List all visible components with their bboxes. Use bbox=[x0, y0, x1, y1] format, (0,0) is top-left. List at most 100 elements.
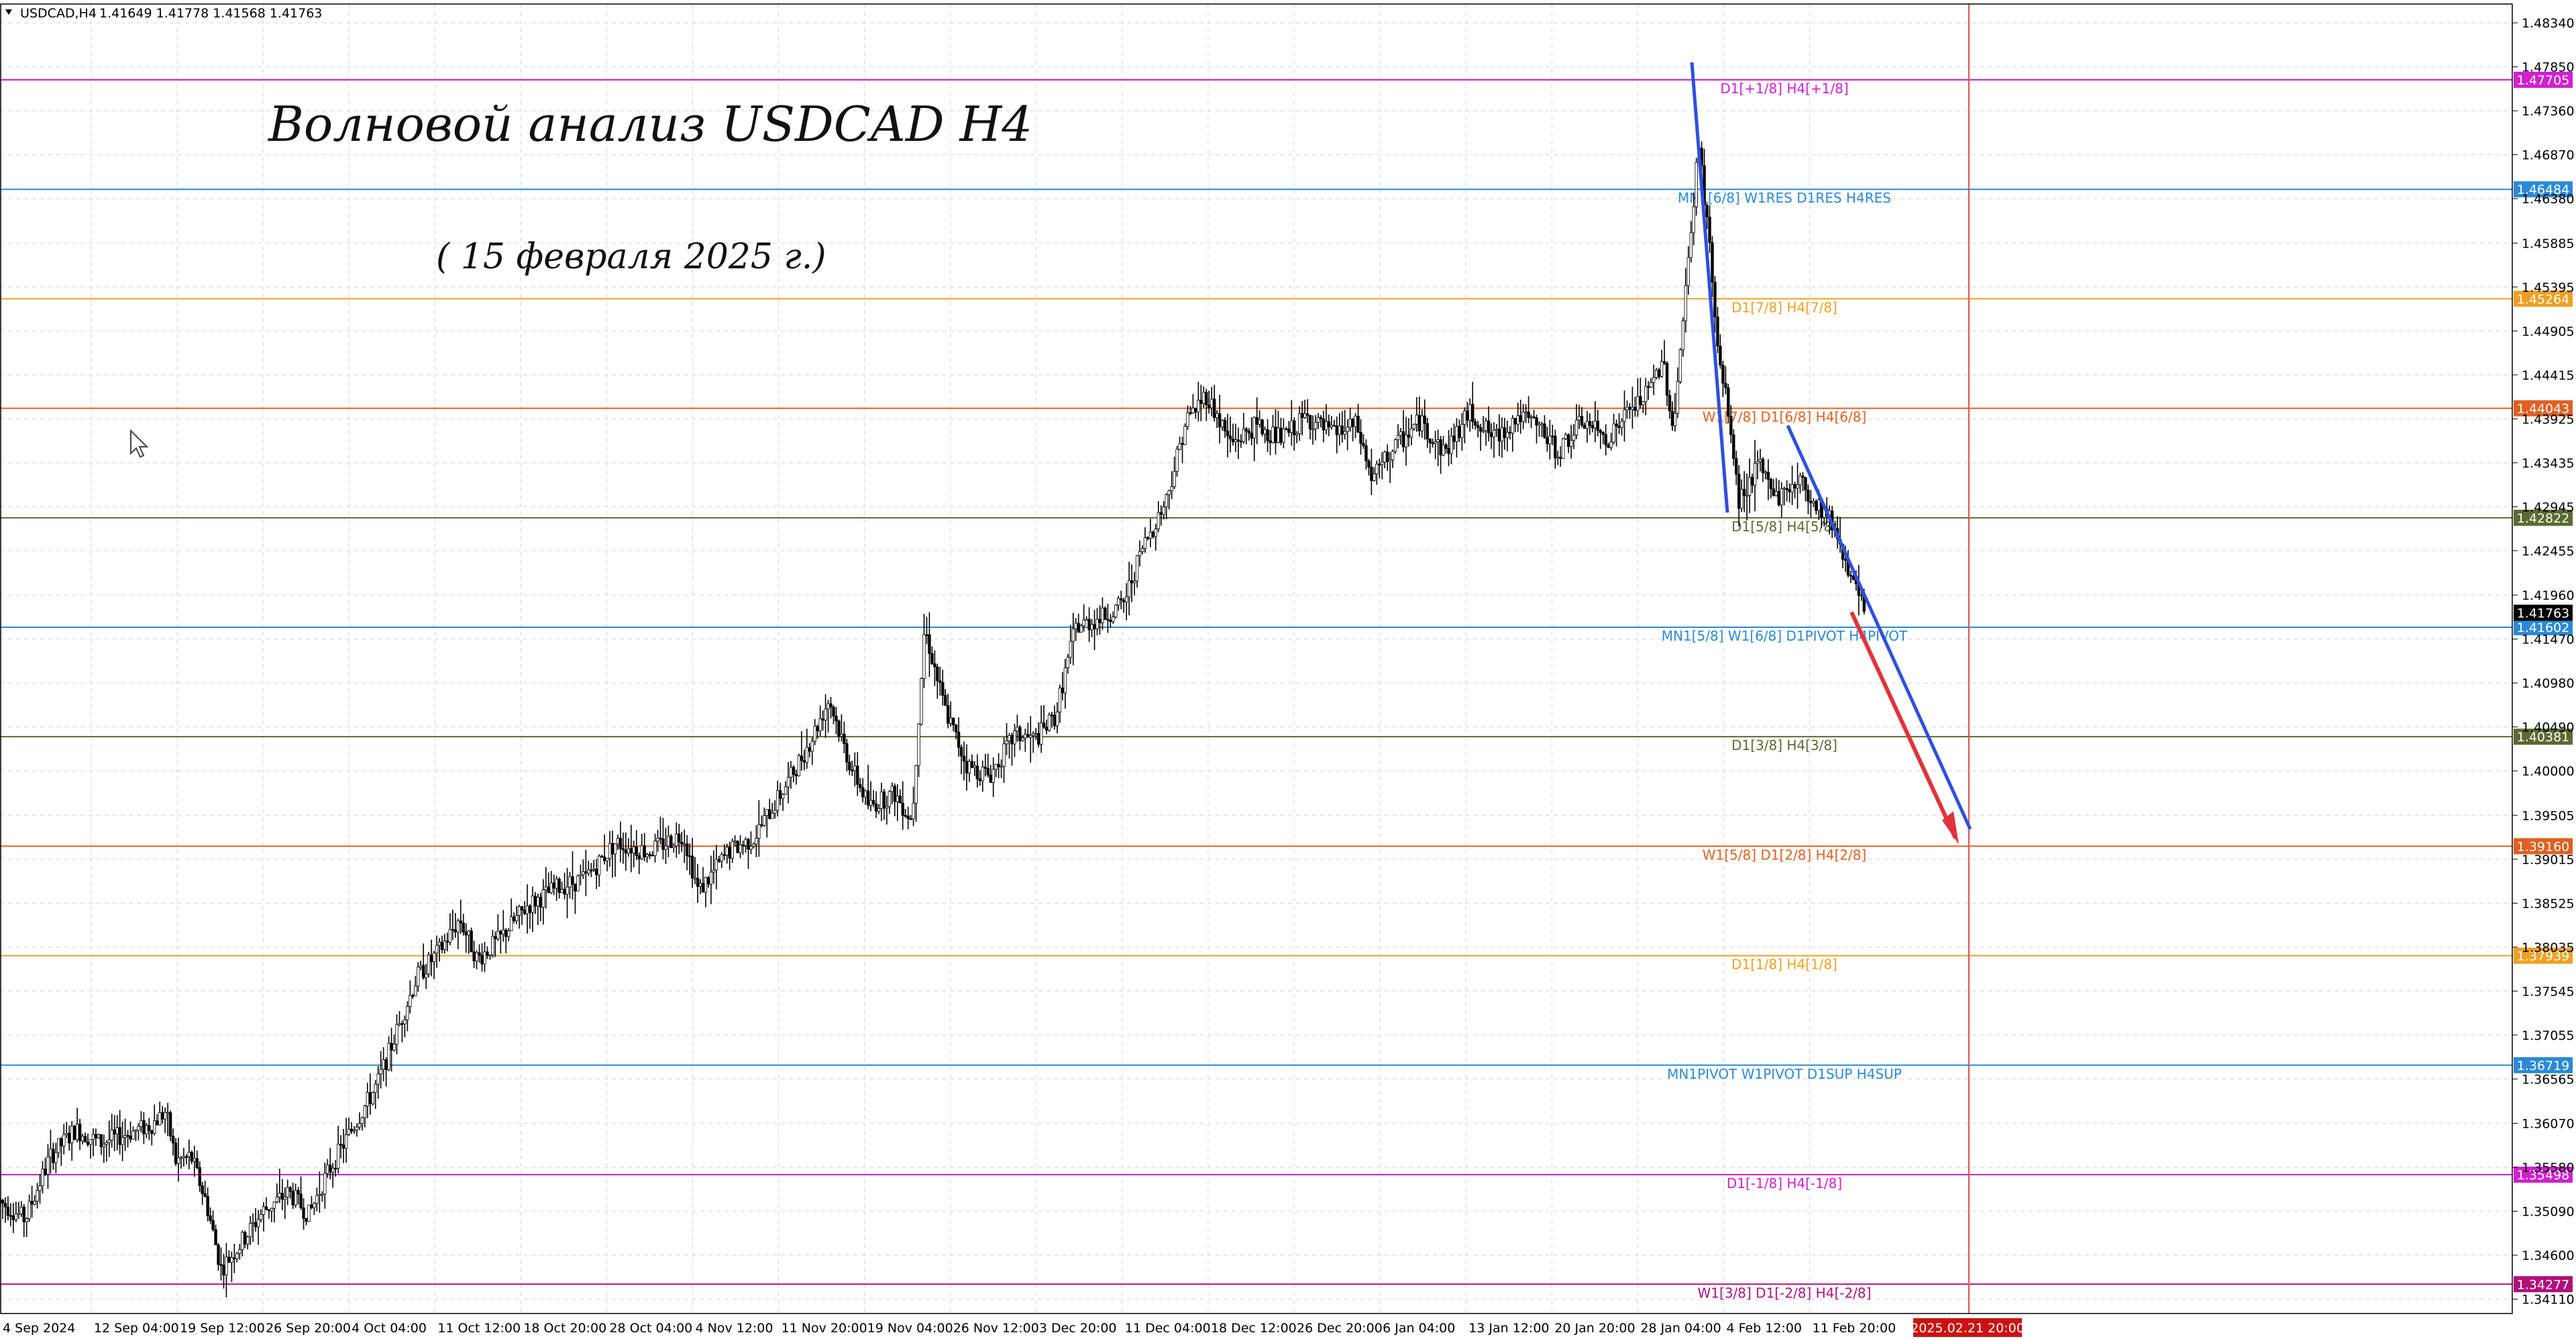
level-price-tag bbox=[2514, 1057, 2573, 1073]
level-price-tag-text: 1.44043 bbox=[2517, 402, 2570, 417]
y-tick-label: 1.46380 bbox=[2522, 192, 2575, 207]
candle-body bbox=[1601, 432, 1605, 435]
forecast-arrow-line bbox=[1849, 611, 1957, 839]
candle-body bbox=[1511, 418, 1514, 433]
candle-body bbox=[1428, 439, 1432, 443]
candle-body bbox=[355, 1126, 359, 1131]
candle-body bbox=[435, 945, 439, 954]
candle-body bbox=[1071, 628, 1075, 642]
candle-body bbox=[1205, 392, 1208, 405]
level-label: W1[5/8] D1[2/8] H4[2/8] bbox=[1703, 847, 1866, 863]
candle-body bbox=[1455, 426, 1458, 442]
candle-body bbox=[1330, 425, 1334, 428]
candle-body bbox=[1215, 413, 1219, 419]
y-tick-label: 1.40490 bbox=[2522, 720, 2575, 735]
candle-body bbox=[1505, 431, 1509, 438]
candle-body bbox=[145, 1125, 148, 1134]
y-tick-label: 1.42945 bbox=[2522, 500, 2575, 515]
candle-body bbox=[1604, 434, 1607, 445]
candle-body bbox=[414, 985, 417, 997]
candle-body bbox=[1018, 727, 1022, 741]
candle-body bbox=[302, 1208, 305, 1219]
y-tick-label: 1.39505 bbox=[2522, 808, 2575, 823]
candle-body bbox=[409, 995, 412, 1007]
candle-body bbox=[411, 995, 415, 997]
candle-body bbox=[160, 1112, 164, 1120]
candle-body bbox=[432, 953, 436, 963]
candle-body bbox=[1769, 479, 1773, 490]
candle-body bbox=[568, 876, 572, 888]
candle-body bbox=[1269, 440, 1272, 443]
candle-body bbox=[1223, 420, 1227, 431]
candle-body bbox=[1628, 407, 1631, 410]
level-price-tag bbox=[2514, 947, 2573, 964]
candle-body bbox=[1665, 363, 1669, 396]
candle-body bbox=[1772, 488, 1776, 496]
candle-body bbox=[651, 855, 654, 857]
candle-body bbox=[1364, 445, 1368, 462]
candle-body bbox=[1735, 458, 1738, 475]
candle-body bbox=[920, 678, 923, 725]
candle-body bbox=[1298, 413, 1301, 434]
candle-body bbox=[752, 843, 755, 847]
candle-body bbox=[1452, 435, 1456, 442]
candle-body bbox=[1609, 441, 1613, 448]
candle-body bbox=[616, 838, 620, 845]
candle-body bbox=[1396, 435, 1400, 440]
candle-body bbox=[291, 1191, 294, 1206]
y-tick-label: 1.37545 bbox=[2522, 984, 2575, 999]
candle-body bbox=[110, 1129, 113, 1140]
candle-body bbox=[1562, 438, 1565, 459]
candle-body bbox=[994, 763, 998, 770]
candle-body bbox=[28, 1201, 31, 1219]
level-price-tag bbox=[2514, 71, 2573, 88]
candle-body bbox=[1799, 476, 1802, 486]
x-tick-label: 18 Oct 20:00 bbox=[523, 1321, 606, 1336]
candle-body bbox=[749, 846, 753, 850]
candle-body bbox=[156, 1120, 159, 1126]
candle-body bbox=[225, 1256, 228, 1276]
candle-body bbox=[1386, 451, 1389, 462]
candle-body bbox=[509, 916, 513, 932]
candle-body bbox=[714, 859, 718, 871]
y-tick-label: 1.47360 bbox=[2522, 104, 2575, 119]
candle-body bbox=[1311, 429, 1315, 431]
chart-menu-arrow-icon[interactable] bbox=[5, 9, 12, 15]
candle-body bbox=[459, 920, 462, 924]
candle-body bbox=[1242, 428, 1246, 442]
y-tick-label: 1.35090 bbox=[2522, 1205, 2575, 1220]
candle-body bbox=[1524, 411, 1527, 413]
candle-body bbox=[1282, 428, 1285, 443]
candle-body bbox=[837, 720, 841, 737]
candle-body bbox=[1569, 439, 1573, 447]
candle-body bbox=[1566, 434, 1570, 447]
candle-body bbox=[70, 1126, 74, 1144]
candle-body bbox=[896, 796, 899, 802]
candle-body bbox=[1681, 320, 1685, 350]
candle-body bbox=[1479, 427, 1483, 432]
candle-body bbox=[576, 875, 580, 892]
x-tick-label: 11 Oct 12:00 bbox=[437, 1321, 521, 1336]
candle-body bbox=[1340, 425, 1344, 435]
x-tick-label: 4 Feb 12:00 bbox=[1726, 1321, 1802, 1336]
y-tick-label: 1.45395 bbox=[2522, 280, 2575, 295]
candle-body bbox=[1234, 439, 1238, 442]
candle-body bbox=[1082, 620, 1085, 627]
candle-body bbox=[1780, 488, 1783, 506]
candle-body bbox=[1356, 415, 1360, 433]
candle-body bbox=[445, 941, 449, 943]
candle-body bbox=[1212, 398, 1216, 419]
candle-body bbox=[731, 841, 734, 859]
candle-body bbox=[280, 1193, 284, 1200]
y-tick-label: 1.41960 bbox=[2522, 588, 2575, 603]
y-tick-label: 1.38035 bbox=[2522, 941, 2575, 955]
candle-body bbox=[126, 1135, 129, 1137]
candle-body bbox=[973, 765, 977, 768]
current-price-text: 1.41763 bbox=[2517, 606, 2570, 621]
candle-body bbox=[1381, 462, 1384, 466]
candle-body bbox=[1351, 419, 1354, 427]
analysis-date: ( 15 февраля 2025 г.) bbox=[436, 237, 826, 277]
candle-body bbox=[1375, 464, 1379, 474]
